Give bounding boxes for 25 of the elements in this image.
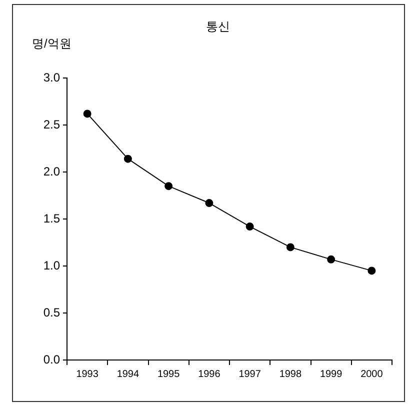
point	[205, 199, 214, 208]
point	[124, 154, 132, 163]
y-tick-label: 0.5	[43, 305, 60, 320]
x-tick-label: 1995	[157, 368, 180, 380]
point	[164, 182, 173, 190]
y-tick-label: 2.0	[43, 164, 60, 178]
point	[83, 110, 92, 118]
x-tick-label: 1998	[279, 368, 302, 380]
y-tick-label: 2.5	[43, 117, 60, 132]
y-tick-label: 1.5	[43, 211, 60, 226]
point	[246, 222, 254, 231]
point	[286, 243, 294, 252]
x-tick-label: 1993	[76, 368, 99, 380]
chart-title: 통신	[206, 19, 230, 34]
x-tick-label: 2000	[360, 368, 384, 380]
point	[368, 266, 376, 275]
y-tick-label: 3.0	[43, 70, 60, 84]
y-tick-label: 1.0	[43, 258, 60, 272]
point	[327, 255, 336, 264]
x-tick-label: 1999	[320, 368, 343, 380]
x-tick-label: 1996	[198, 368, 221, 380]
x-tick-label: 1994	[116, 368, 140, 380]
x-tick-label: 1997	[238, 368, 262, 380]
y-axis-title: 명/억원	[32, 36, 72, 50]
y-tick-label: 0.0	[43, 352, 60, 366]
